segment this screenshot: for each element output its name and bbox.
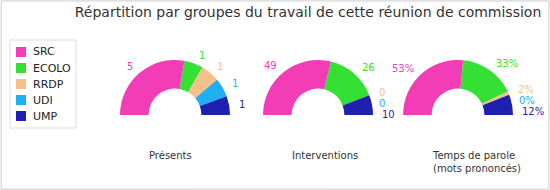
svg-text:2%: 2% [518, 84, 534, 95]
svg-text:Répartition par groupes du tra: Répartition par groupes du travail de ce… [75, 4, 542, 20]
svg-text:53%: 53% [392, 63, 414, 74]
svg-text:0%: 0% [519, 95, 535, 106]
svg-text:10: 10 [382, 109, 395, 120]
svg-text:ECOLO: ECOLO [33, 62, 71, 75]
svg-text:1: 1 [217, 61, 223, 72]
svg-text:1: 1 [232, 78, 238, 89]
svg-text:1: 1 [199, 50, 205, 61]
svg-text:Présents: Présents [149, 150, 192, 161]
svg-text:UMP: UMP [33, 110, 58, 123]
svg-text:Temps de parole(mots prononcés: Temps de parole(mots prononcés) [432, 150, 521, 174]
svg-text:0: 0 [379, 87, 385, 98]
svg-text:RRDP: RRDP [33, 78, 64, 91]
svg-text:5: 5 [127, 61, 133, 72]
svg-text:Interventions: Interventions [292, 150, 358, 161]
svg-text:49: 49 [264, 60, 277, 71]
svg-text:0: 0 [379, 98, 385, 109]
svg-text:SRC: SRC [33, 45, 55, 58]
svg-text:1: 1 [239, 99, 245, 110]
svg-text:26: 26 [362, 62, 375, 73]
svg-text:12%: 12% [522, 106, 544, 117]
svg-text:33%: 33% [496, 58, 518, 69]
svg-text:UDI: UDI [33, 94, 53, 107]
